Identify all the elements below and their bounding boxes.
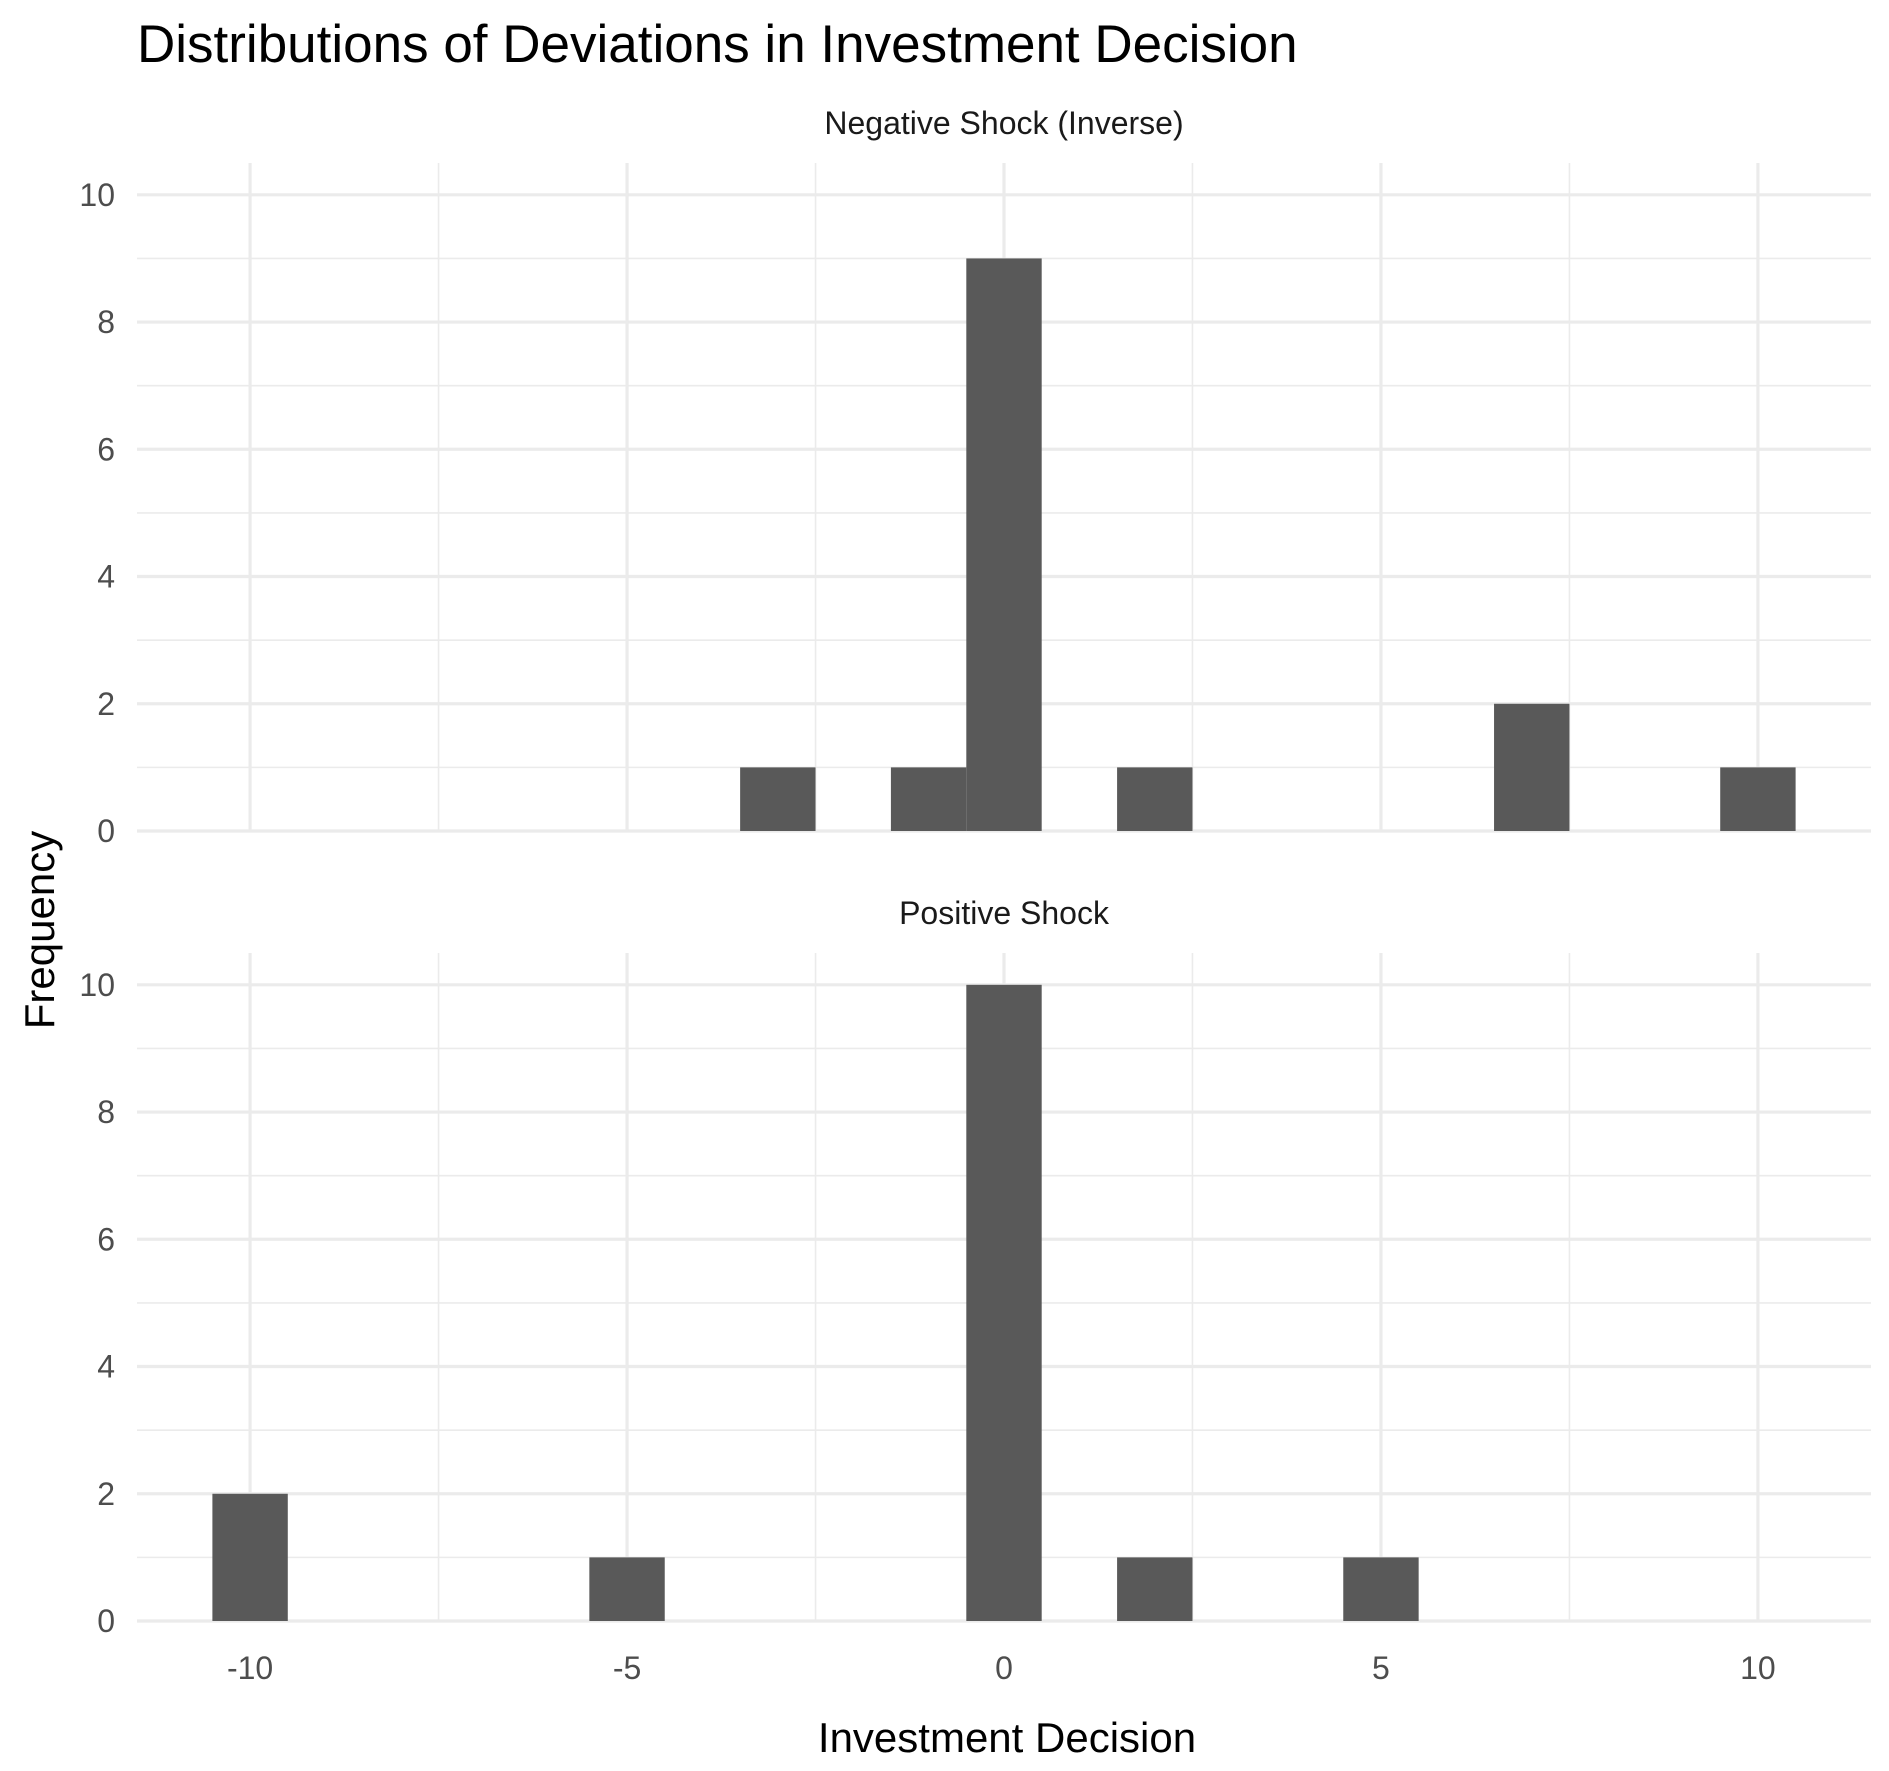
- histogram-bar: [966, 984, 1042, 1621]
- y-tick-label: 4: [97, 1349, 115, 1385]
- histogram-bar: [890, 767, 967, 831]
- x-tick-label: 0: [995, 1650, 1013, 1686]
- x-tick-label: -10: [227, 1650, 273, 1686]
- facet-panels: Negative Shock (Inverse)0246810Positive …: [79, 105, 1871, 1686]
- histogram-bar: [740, 767, 816, 831]
- facet-strip-label: Positive Shock: [899, 895, 1110, 931]
- y-tick-label: 6: [97, 1221, 115, 1257]
- facet-panel: Positive Shock 0 2 4 6 8 10: [79, 895, 1871, 1639]
- x-tick-label: 10: [1740, 1650, 1776, 1686]
- y-tick-label: 0: [97, 1603, 115, 1639]
- histogram-bar: [1343, 1557, 1419, 1621]
- y-tick-label: 8: [97, 304, 115, 340]
- x-tick-label: -5: [613, 1650, 641, 1686]
- histogram-bar: [1494, 703, 1570, 831]
- histogram-bar: [212, 1493, 288, 1621]
- histogram-bar: [1720, 767, 1796, 831]
- y-tick-label: 0: [97, 813, 115, 849]
- y-tick-label: 4: [97, 559, 115, 595]
- y-tick-label: 6: [97, 431, 115, 467]
- histogram-bar: [589, 1557, 665, 1621]
- y-tick-label: 2: [97, 686, 115, 722]
- x-tick-label: 5: [1372, 1650, 1390, 1686]
- y-tick-label: 10: [79, 177, 115, 213]
- chart-title: Distributions of Deviations in Investmen…: [137, 15, 1298, 74]
- histogram-bar: [966, 258, 1042, 831]
- x-axis-title: Investment Decision: [818, 1714, 1196, 1761]
- histogram-bar: [1117, 767, 1193, 831]
- y-tick-label: 2: [97, 1476, 115, 1512]
- histogram-bar: [1117, 1557, 1193, 1621]
- y-tick-label: 8: [97, 1094, 115, 1130]
- facet-panel: Negative Shock (Inverse) 0 2 4 6 8 10: [79, 105, 1871, 849]
- y-axis-title: Frequency: [16, 831, 63, 1029]
- y-tick-label: 10: [79, 967, 115, 1003]
- facet-strip-label: Negative Shock (Inverse): [824, 105, 1183, 141]
